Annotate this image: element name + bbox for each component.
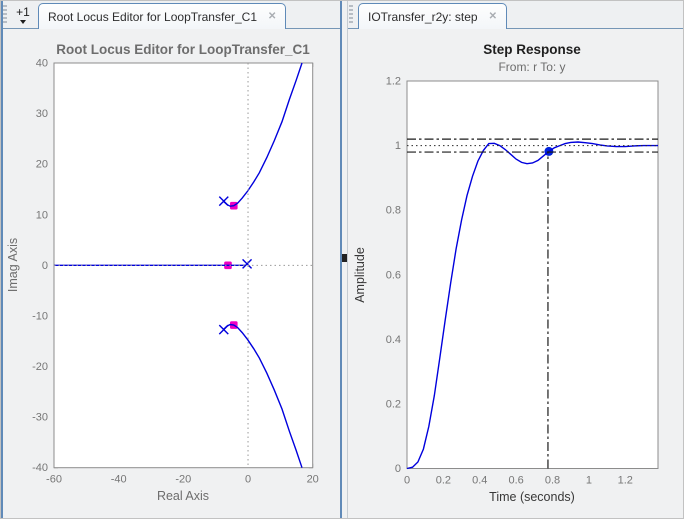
focused-panel-border <box>340 1 342 518</box>
y-tick-label: 1 <box>395 140 401 152</box>
x-tick-label: 1 <box>586 475 592 487</box>
y-tick-label: 0.2 <box>386 398 401 410</box>
splitter-handle[interactable] <box>342 254 347 262</box>
step-response-title: Step Response <box>483 42 581 57</box>
axes: 1.2 1 0.8 0.6 0.4 0.2 0 1.2 1 0.8 0.6 0.4 0.2 0 <box>386 76 659 487</box>
y-tick-label: 0.6 <box>386 269 401 281</box>
focused-panel-border <box>1 1 3 518</box>
tab-label: IOTransfer_r2y: step <box>368 9 478 24</box>
drag-grip-icon[interactable] <box>3 5 7 25</box>
close-icon[interactable]: ✕ <box>488 11 497 22</box>
root-locus-branch[interactable] <box>223 323 303 468</box>
y-tick-label: 0 <box>395 463 401 475</box>
y-tick-label: 30 <box>36 108 48 120</box>
root-locus-layer <box>54 62 313 468</box>
pole-x-icon <box>218 324 229 335</box>
amplitude-axis-label: Amplitude <box>353 247 367 303</box>
y-tick-label: -10 <box>32 310 48 322</box>
step-response-curve <box>406 141 658 470</box>
left-tab-bar: +1 Root Locus Editor for LoopTransfer_C1… <box>1 1 343 29</box>
x-tick-label: -40 <box>111 474 127 486</box>
imag-axis-label: Imag Axis <box>6 238 20 292</box>
y-tick-label: 10 <box>36 209 48 221</box>
x-tick-label: 0 <box>404 475 410 487</box>
step-response-plot: 1.2 1 0.8 0.6 0.4 0.2 0 1.2 1 0.8 0.6 0.4 0.2 0 Step … <box>353 42 659 504</box>
panel-splitter[interactable] <box>342 1 347 518</box>
step-response-layer <box>406 138 658 470</box>
y-tick-label: 40 <box>36 58 48 70</box>
x-tick-label: 0 <box>245 474 251 486</box>
y-tick-label: 0.8 <box>386 205 401 217</box>
y-tick-label: -40 <box>32 462 48 474</box>
x-tick-label: 0.6 <box>508 475 523 487</box>
x-tick-label: 0.8 <box>545 475 560 487</box>
close-icon[interactable]: ✕ <box>268 11 277 22</box>
real-axis-label: Real Axis <box>157 489 209 503</box>
step-response-document-panel: IOTransfer_r2y: step ✕ 1.2 1 0.8 0.6 0.4 0.2 0… <box>347 1 683 518</box>
root-locus-title: Root Locus Editor for LoopTransfer_C1 <box>56 42 310 57</box>
root-locus-document-panel: +1 Root Locus Editor for LoopTransfer_C1… <box>1 1 343 519</box>
y-tick-label: 1.2 <box>386 76 401 88</box>
x-tick-label: 0.4 <box>472 475 487 487</box>
drag-grip-icon[interactable] <box>349 5 353 25</box>
x-tick-label: 1.2 <box>618 475 633 487</box>
from-to-subtitle: From: r To: y <box>498 60 565 74</box>
time-axis-label: Time (seconds) <box>489 490 575 504</box>
chevron-down-icon <box>20 20 26 24</box>
tab-root-locus-editor[interactable]: Root Locus Editor for LoopTransfer_C1 ✕ <box>38 3 287 29</box>
panel-border <box>347 1 348 518</box>
x-tick-label: -60 <box>46 474 62 486</box>
tab-overflow-button[interactable]: +1 <box>10 2 36 28</box>
tab-overflow-label: +1 <box>16 5 30 19</box>
right-tab-bar: IOTransfer_r2y: step ✕ <box>347 1 683 29</box>
y-tick-label: 20 <box>36 159 48 171</box>
x-tick-label: 0.2 <box>436 475 451 487</box>
x-tick-label: -20 <box>175 474 191 486</box>
x-tick-label: 20 <box>307 474 319 486</box>
tab-iotransfer-r2y-step[interactable]: IOTransfer_r2y: step ✕ <box>358 3 507 29</box>
y-tick-label: 0 <box>42 260 48 272</box>
y-tick-label: -20 <box>32 361 48 373</box>
y-tick-label: -30 <box>32 412 48 424</box>
root-locus-branch[interactable] <box>223 62 303 207</box>
y-tick-label: 0.4 <box>386 334 401 346</box>
open-loop-pole-marker <box>242 258 253 269</box>
tab-label: Root Locus Editor for LoopTransfer_C1 <box>48 9 257 24</box>
pole-x-icon <box>242 258 253 269</box>
